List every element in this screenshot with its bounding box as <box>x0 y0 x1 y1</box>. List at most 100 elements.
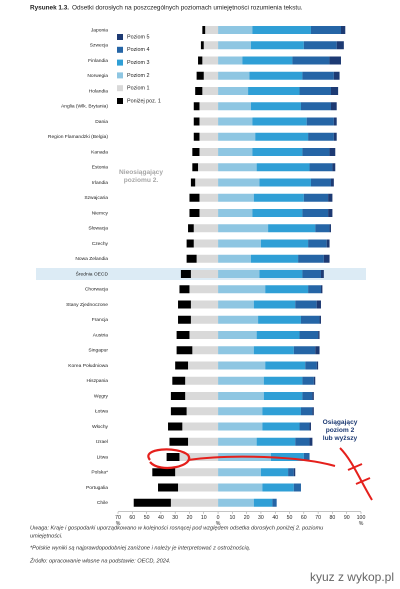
bar-segment <box>328 209 333 217</box>
bar-segment <box>328 193 333 202</box>
bar-segment <box>179 285 190 294</box>
category-label: Szwajcaria <box>84 195 108 201</box>
bar-segment <box>190 178 196 187</box>
bar-segment <box>295 437 310 446</box>
bar-segment <box>315 224 330 233</box>
bar-segment <box>189 193 200 202</box>
bar-segment <box>133 498 171 507</box>
category-label: Litwa <box>97 454 109 460</box>
bar-segment <box>175 468 219 477</box>
bar-segment <box>302 209 329 217</box>
bar-segment <box>188 361 219 370</box>
bar-segment <box>323 254 330 263</box>
bar-segment <box>192 346 219 355</box>
category-label: Portugalia <box>86 485 108 491</box>
x-tick-label: 20 <box>187 515 193 521</box>
bar-segment <box>218 315 259 324</box>
bar-segment <box>253 300 296 309</box>
bar-segment <box>262 483 294 492</box>
x-tick-label: 100 <box>357 515 366 521</box>
category-label: Stany Zjednoczone <box>66 302 108 308</box>
bar-segment <box>218 285 266 294</box>
annotation: lub wyższy <box>323 435 358 442</box>
category-label: Słowacja <box>88 226 108 232</box>
bar-segment <box>190 315 219 324</box>
bar-segment <box>166 453 180 461</box>
category-label: Węgry <box>94 393 109 399</box>
bar-segment <box>172 376 186 385</box>
bar-segment <box>310 178 331 187</box>
x-tick-label: 50 <box>144 515 150 521</box>
bar-segment <box>188 224 194 233</box>
bar-segment <box>333 71 340 80</box>
bar-segment <box>218 392 264 400</box>
bar-segment <box>196 254 219 263</box>
bar-segment <box>320 270 324 278</box>
bar-segment <box>178 300 191 309</box>
bar-segment <box>262 407 301 416</box>
bar-segment <box>185 376 219 385</box>
bar-segment <box>218 71 250 80</box>
bar-segment <box>263 376 303 385</box>
bar-segment <box>193 224 219 233</box>
bar-segment <box>302 148 330 156</box>
bar-segment <box>218 407 263 416</box>
bar-segment <box>176 346 193 355</box>
category-label: Chorwacja <box>85 287 108 293</box>
annotation: poziom 2 <box>326 427 355 434</box>
bar-segment <box>198 56 203 65</box>
bar-segment <box>250 41 304 50</box>
bar-segment <box>152 468 176 477</box>
bar-segment <box>218 178 260 187</box>
bar-segment <box>190 300 219 309</box>
bar-segment <box>170 392 186 400</box>
bar-segment <box>299 87 331 95</box>
bar-segment <box>200 41 204 50</box>
bar-segment <box>252 26 311 34</box>
bar-segment <box>260 239 309 248</box>
bar-segment <box>253 193 304 202</box>
x-tick-label: 40 <box>272 515 278 521</box>
bar-segment <box>218 87 249 95</box>
category-label: Anglia (Wlk. Brytania) <box>61 104 108 110</box>
x-tick-label: 0 <box>217 515 220 521</box>
bar-segment <box>218 132 256 141</box>
bar-segment <box>318 331 320 339</box>
legend-swatch <box>117 72 123 79</box>
bar-segment <box>218 254 251 263</box>
bar-segment <box>198 163 219 172</box>
legend-label: Poziom 1 <box>127 86 149 92</box>
annotation: Nieosiągający <box>119 169 163 176</box>
bar-segment <box>175 361 189 370</box>
bar-segment <box>178 315 191 324</box>
bar-segment <box>218 117 253 126</box>
bar-segment <box>218 148 253 156</box>
legend-label: Poniżej poz. 1 <box>127 98 161 104</box>
bar-segment <box>333 117 337 126</box>
bar-segment <box>308 285 321 294</box>
category-label: Irlandia <box>92 180 108 186</box>
bar-segment <box>300 315 320 324</box>
category-label: Austria <box>93 332 109 338</box>
bar-segment <box>309 422 311 431</box>
bar-segment <box>199 148 219 156</box>
bar-segment <box>193 132 200 141</box>
bar-segment <box>252 117 307 126</box>
bar-segment <box>316 361 319 370</box>
category-label: Nowa Zelandia <box>75 256 108 262</box>
bar-segment <box>218 209 253 217</box>
x-tick-label: 60 <box>301 515 307 521</box>
bar-segment <box>312 392 314 400</box>
bar-segment <box>199 132 219 141</box>
bar-segment <box>218 102 251 111</box>
bar-segment <box>310 26 341 34</box>
bar-segment <box>263 392 303 400</box>
bar-segment <box>340 26 346 34</box>
x-unit: % <box>359 521 364 527</box>
bar-segment <box>218 300 254 309</box>
bar-segment <box>319 315 321 324</box>
bar-segment <box>180 270 191 278</box>
bar-segment <box>176 331 190 339</box>
plot-area: Japonia Szwecja Finlandia Norwegia Holandia A… <box>36 26 366 527</box>
